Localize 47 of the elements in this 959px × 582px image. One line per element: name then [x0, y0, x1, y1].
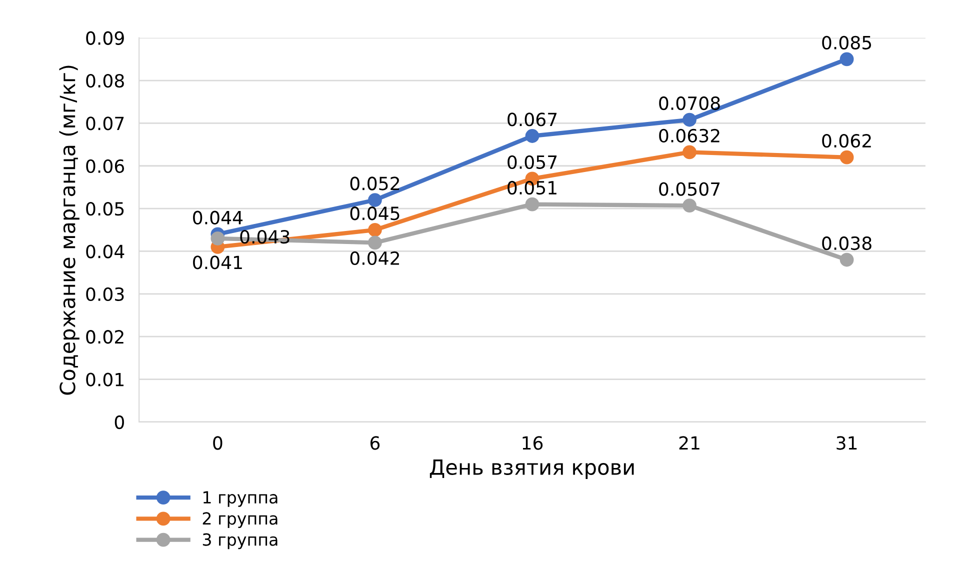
y-tick-label: 0.01 — [86, 372, 124, 386]
point — [682, 145, 696, 160]
y-tick-label: 0.04 — [86, 244, 124, 258]
data-label: 0.042 — [350, 251, 400, 266]
point — [368, 222, 382, 237]
data-label: 0.085 — [822, 36, 872, 50]
y-tick-label: 0.07 — [86, 116, 124, 130]
data-label: 0.0507 — [659, 182, 720, 196]
data-label: 0.045 — [350, 206, 400, 220]
y-tick-label: 0.09 — [86, 31, 124, 45]
y-tick-label: 0.02 — [86, 330, 124, 344]
data-label: 0.041 — [193, 256, 242, 270]
point — [368, 193, 382, 207]
x-tick-label: 31 — [836, 436, 857, 450]
data-label: 0.038 — [822, 236, 872, 250]
point — [368, 236, 382, 250]
point — [840, 52, 854, 66]
legend-label: 2 группа — [202, 512, 278, 528]
data-label: 0.044 — [193, 210, 243, 224]
data-label: 0.0632 — [659, 128, 720, 143]
point — [682, 112, 696, 127]
data-label: 0.062 — [822, 134, 871, 148]
y-tick-label: 0.08 — [86, 74, 124, 88]
y-tick-label: 0 — [114, 415, 124, 430]
point — [210, 231, 225, 246]
legend-label: 3 группа — [202, 533, 278, 550]
x-tick-label: 16 — [522, 436, 543, 450]
x-axis-title: День взятия крови — [430, 460, 634, 480]
x-tick-label: 21 — [679, 436, 700, 450]
x-tick-label: 0 — [213, 436, 222, 450]
point — [525, 129, 540, 143]
data-label: 0.051 — [508, 180, 556, 195]
point — [525, 197, 540, 212]
y-tick-label: 0.05 — [86, 202, 124, 216]
point — [840, 252, 854, 267]
data-label: 0.043 — [240, 230, 290, 244]
data-label: 0.052 — [350, 176, 400, 190]
x-tick-label: 6 — [370, 436, 380, 450]
y-axis-title: Содержание марганца (мг/кг) — [59, 66, 80, 395]
legend-label: 1 группа — [203, 491, 278, 507]
data-label: 0.057 — [508, 155, 557, 169]
point — [840, 150, 854, 164]
data-label: 0.067 — [508, 112, 557, 126]
data-label: 0.0708 — [659, 96, 720, 110]
y-tick-label: 0.03 — [86, 287, 124, 302]
y-tick-label: 0.06 — [86, 159, 124, 173]
point — [682, 198, 696, 213]
